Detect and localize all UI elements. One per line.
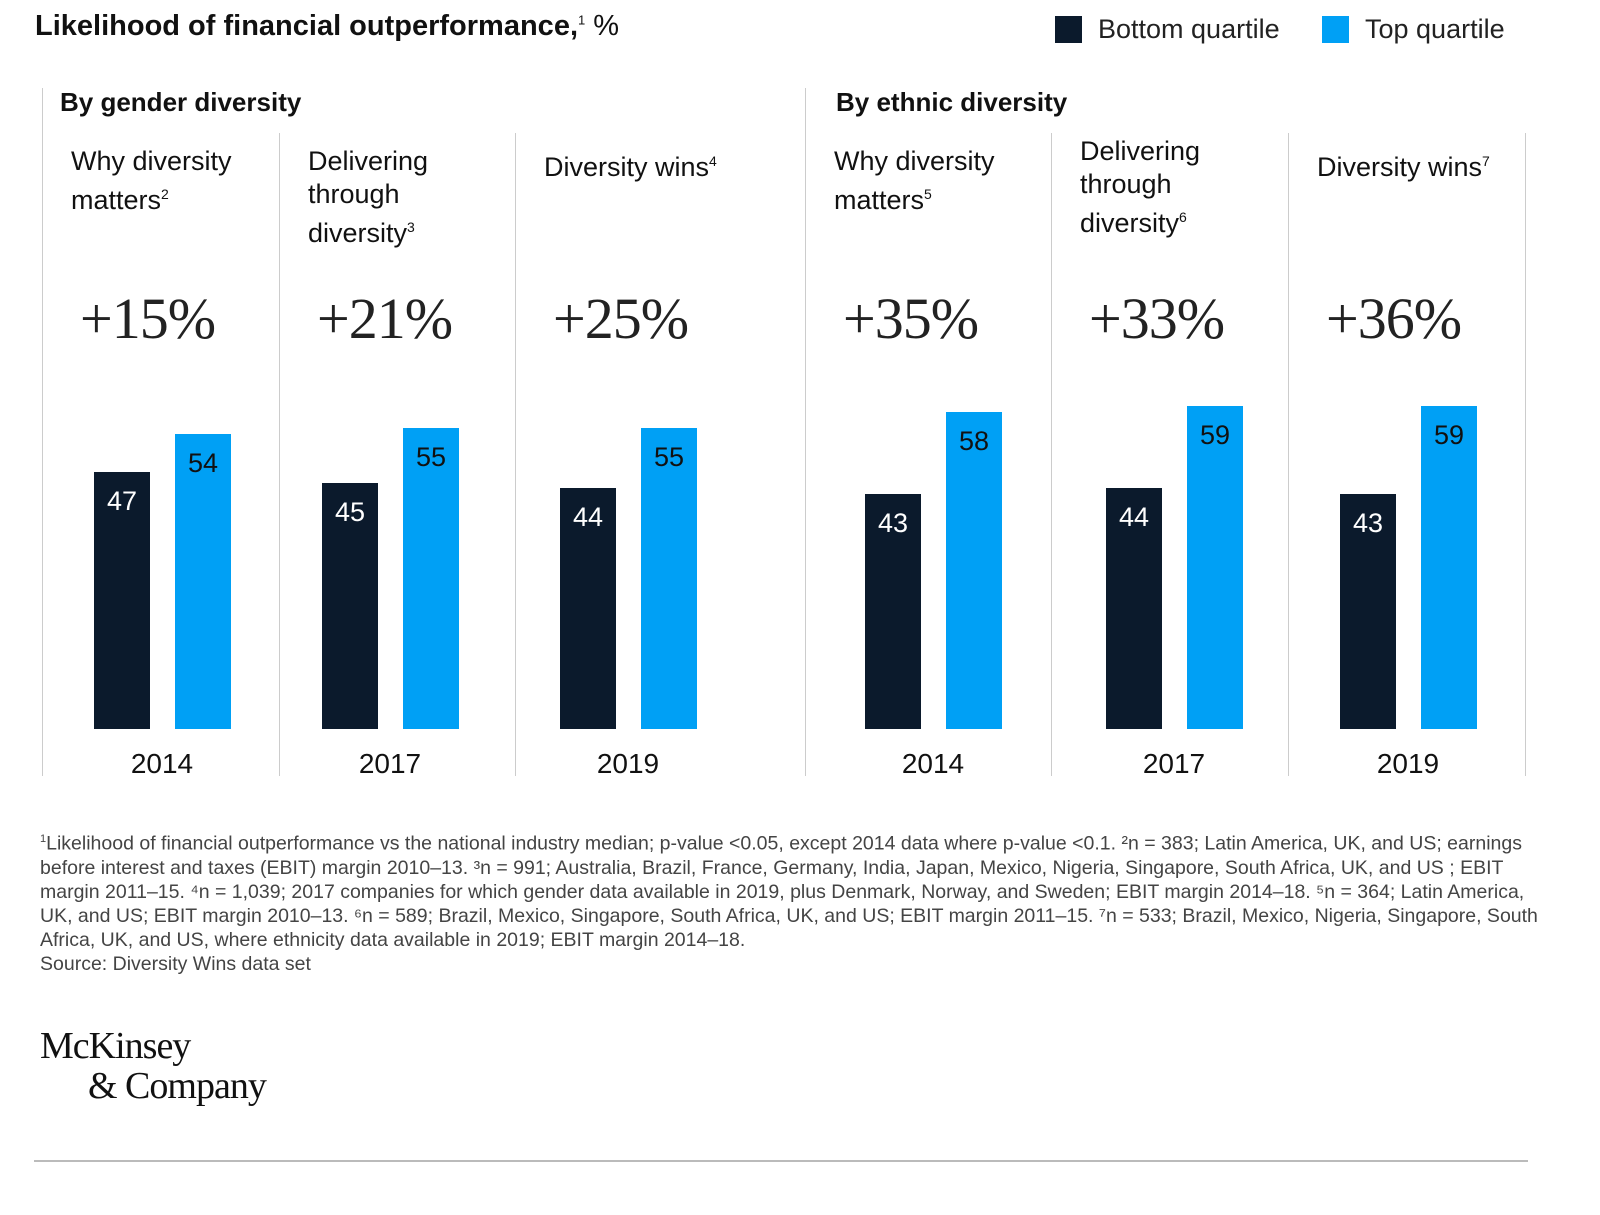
- year-label: 2019: [1376, 748, 1440, 779]
- bar-bottom-quartile: [1106, 488, 1162, 729]
- uplift-value: +15%: [80, 286, 216, 351]
- chart-title: Likelihood of financial outperformance,1…: [35, 10, 620, 42]
- data-label: 55: [653, 442, 685, 473]
- group-title: By ethnic diversity: [836, 87, 1068, 117]
- footnotes: 1Likelihood of financial outperformance …: [40, 832, 1538, 975]
- bar-top-quartile: [403, 428, 459, 729]
- bar-top-quartile: [175, 433, 231, 729]
- bar-top-quartile: [641, 428, 697, 729]
- data-label: 43: [1352, 507, 1384, 538]
- year-label: 2014: [130, 748, 194, 779]
- right-border: [1525, 133, 1526, 776]
- panel-title: Diversity wins7: [1317, 152, 1490, 182]
- bar-bottom-quartile: [94, 471, 150, 729]
- data-label: 55: [415, 442, 447, 473]
- uplift-value: +36%: [1326, 286, 1462, 351]
- bar-bottom-quartile: [1340, 493, 1396, 729]
- bar-bottom-quartile: [322, 482, 378, 729]
- data-label: 54: [187, 447, 219, 478]
- year-label: 2019: [596, 748, 660, 779]
- legend-top-quartile: Top quartile: [1322, 14, 1505, 45]
- data-label: 44: [572, 502, 604, 533]
- group-divider: [42, 88, 43, 776]
- group-divider: [805, 88, 806, 776]
- data-label: 59: [1199, 420, 1231, 451]
- legend-swatch-bottom: [1055, 16, 1082, 43]
- uplift-value: +33%: [1089, 286, 1225, 351]
- data-label: 59: [1433, 420, 1465, 451]
- bar-top-quartile: [946, 411, 1002, 729]
- bar-bottom-quartile: [560, 488, 616, 729]
- bar-top-quartile: [1187, 406, 1243, 729]
- panel-title: Delivering through diversity6: [1080, 136, 1201, 238]
- divider: [34, 1160, 1528, 1162]
- year-label: 2017: [358, 748, 422, 779]
- legend-bottom-quartile: Bottom quartile: [1055, 14, 1280, 45]
- year-label: 2017: [1142, 748, 1206, 779]
- panel-title: Diversity wins4: [544, 152, 717, 182]
- data-label: 47: [106, 485, 138, 516]
- uplift-value: +35%: [843, 286, 979, 351]
- panel-title: Why diversity matters2: [71, 146, 232, 215]
- data-label: 45: [334, 496, 366, 527]
- data-label: 44: [1118, 502, 1150, 533]
- panel-divider: [515, 133, 516, 776]
- data-label: 58: [958, 425, 990, 456]
- panel-divider: [1288, 133, 1289, 776]
- uplift-value: +25%: [553, 286, 689, 351]
- uplift-value: +21%: [317, 286, 453, 351]
- panel-divider: [279, 133, 280, 776]
- panel-divider: [1051, 133, 1052, 776]
- panel-title: Why diversity matters5: [834, 146, 995, 215]
- legend-swatch-top: [1322, 16, 1349, 43]
- year-label: 2014: [901, 748, 965, 779]
- bar-bottom-quartile: [865, 493, 921, 729]
- mckinsey-logo: McKinsey & Company: [40, 1025, 267, 1107]
- bar-top-quartile: [1421, 406, 1477, 729]
- group-title: By gender diversity: [60, 87, 302, 117]
- data-label: 43: [877, 507, 909, 538]
- source: Source: Diversity Wins data set: [40, 952, 311, 975]
- panel-title: Delivering through diversity3: [308, 146, 429, 248]
